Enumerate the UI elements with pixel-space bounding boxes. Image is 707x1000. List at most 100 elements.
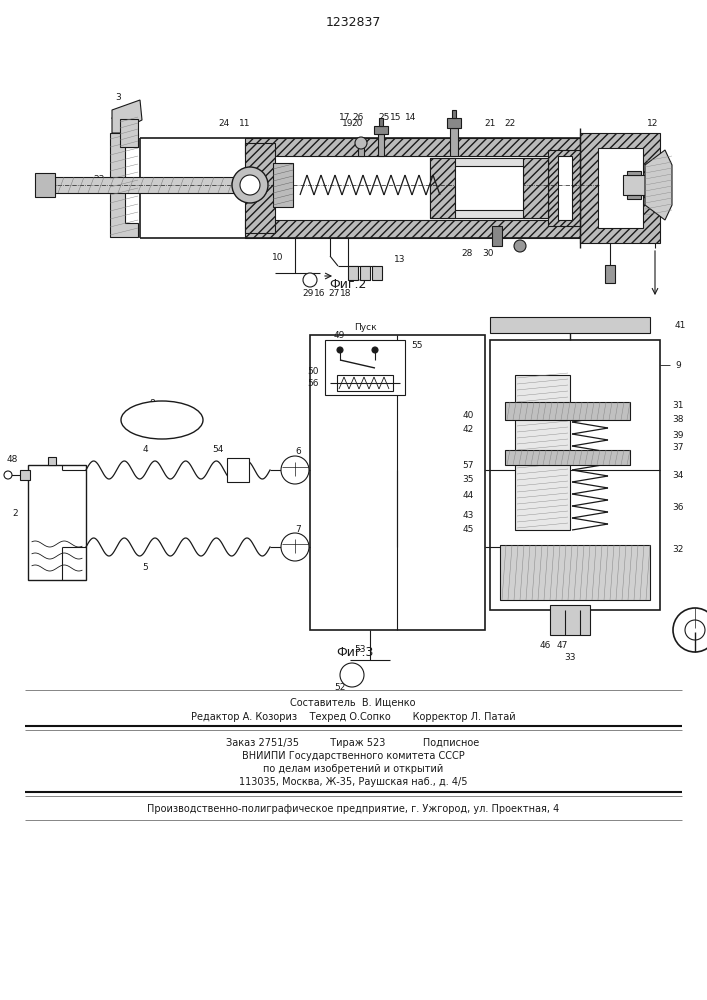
Bar	[523, 158, 548, 218]
Bar	[374, 126, 388, 134]
Bar	[430, 158, 548, 218]
Bar	[120, 119, 138, 147]
Text: 1232837: 1232837	[325, 15, 380, 28]
Bar	[450, 128, 458, 156]
Circle shape	[685, 620, 705, 640]
Text: 50: 50	[308, 366, 319, 375]
Bar	[627, 171, 641, 175]
Text: Составитель  В. Ищенко: Составитель В. Ищенко	[291, 698, 416, 708]
Text: Пуск: Пуск	[354, 324, 376, 332]
Bar	[245, 138, 580, 156]
Bar	[245, 220, 580, 238]
Circle shape	[337, 347, 343, 353]
Text: 28: 28	[461, 248, 473, 257]
Text: 35: 35	[462, 476, 474, 485]
Circle shape	[281, 533, 309, 561]
Text: 46: 46	[539, 641, 551, 650]
Bar	[227, 458, 249, 482]
Circle shape	[355, 137, 367, 149]
Text: 48: 48	[110, 112, 122, 121]
Text: 21: 21	[484, 119, 496, 128]
Text: 33: 33	[564, 654, 575, 662]
Text: ВНИИПИ Государственного комитета СССР: ВНИИПИ Государственного комитета СССР	[242, 751, 464, 761]
Text: 12: 12	[648, 119, 659, 128]
Bar	[505, 402, 630, 420]
Bar	[245, 143, 275, 233]
Text: 30: 30	[482, 248, 493, 257]
Polygon shape	[112, 100, 142, 133]
Text: 4: 4	[142, 446, 148, 454]
Bar	[500, 545, 650, 600]
Circle shape	[281, 456, 309, 484]
Text: 11: 11	[239, 119, 251, 128]
Text: 8: 8	[149, 398, 155, 408]
Bar	[360, 266, 370, 280]
Polygon shape	[645, 150, 672, 220]
Bar	[20, 470, 30, 480]
Ellipse shape	[121, 401, 203, 439]
Text: 9: 9	[675, 360, 681, 369]
Text: 113035, Москва, Ж-35, Раушская наб., д. 4/5: 113035, Москва, Ж-35, Раушская наб., д. …	[239, 777, 467, 787]
Text: 48: 48	[6, 456, 18, 464]
Bar	[55, 177, 245, 193]
Bar	[452, 110, 456, 118]
Text: 38: 38	[672, 416, 684, 424]
Text: 53: 53	[354, 646, 366, 654]
Circle shape	[372, 347, 378, 353]
Text: 34: 34	[672, 471, 684, 480]
Text: Фиг.3: Фиг.3	[337, 646, 374, 658]
Bar	[455, 166, 523, 210]
Text: Заказ 2751/35          Тираж 523            Подписное: Заказ 2751/35 Тираж 523 Подписное	[226, 738, 479, 748]
Bar	[490, 340, 660, 610]
Bar	[505, 450, 630, 465]
Text: 15: 15	[390, 113, 402, 122]
Text: Редактор А. Козориз    Техред О.Сопко       Корректор Л. Патай: Редактор А. Козориз Техред О.Сопко Корре…	[191, 712, 515, 722]
Circle shape	[232, 167, 268, 203]
Bar	[580, 133, 660, 243]
Bar	[623, 175, 645, 195]
Bar	[598, 148, 643, 228]
Text: 39: 39	[672, 430, 684, 440]
Text: 43: 43	[462, 510, 474, 520]
Text: Фиг.2: Фиг.2	[329, 278, 367, 292]
Circle shape	[673, 608, 707, 652]
Text: 17: 17	[339, 113, 351, 122]
Text: 5: 5	[142, 562, 148, 572]
Text: Производственно-полиграфическое предприятие, г. Ужгород, ул. Проектная, 4: Производственно-полиграфическое предприя…	[147, 804, 559, 814]
Text: T: T	[293, 466, 298, 475]
Text: 19: 19	[342, 119, 354, 128]
Bar	[273, 163, 293, 207]
Text: 36: 36	[672, 504, 684, 512]
Text: 22: 22	[504, 119, 515, 128]
Text: 56: 56	[308, 378, 319, 387]
Bar	[358, 140, 364, 156]
Text: 47: 47	[556, 641, 568, 650]
Text: 41: 41	[674, 320, 686, 330]
Text: 55: 55	[411, 340, 423, 350]
Bar	[325, 340, 405, 395]
Text: 45: 45	[462, 526, 474, 534]
Circle shape	[514, 240, 526, 252]
Bar	[490, 317, 650, 333]
Text: 44: 44	[462, 490, 474, 499]
Text: 14: 14	[405, 113, 416, 122]
Bar	[372, 266, 382, 280]
Circle shape	[303, 273, 317, 287]
Text: 2: 2	[13, 508, 18, 518]
Text: 49: 49	[333, 330, 345, 340]
Text: 6: 6	[295, 448, 301, 456]
Text: 18: 18	[340, 288, 352, 298]
Circle shape	[4, 471, 12, 479]
Polygon shape	[110, 133, 138, 237]
Bar	[378, 134, 384, 156]
Bar	[550, 605, 590, 635]
Text: 26: 26	[352, 113, 363, 122]
Text: 25: 25	[378, 113, 390, 122]
Text: 37: 37	[672, 444, 684, 452]
Bar	[28, 465, 86, 580]
Text: 3: 3	[115, 93, 121, 102]
Text: 54: 54	[212, 446, 223, 454]
Text: 42: 42	[462, 426, 474, 434]
Text: 16: 16	[314, 288, 326, 298]
Text: 20: 20	[351, 119, 363, 128]
